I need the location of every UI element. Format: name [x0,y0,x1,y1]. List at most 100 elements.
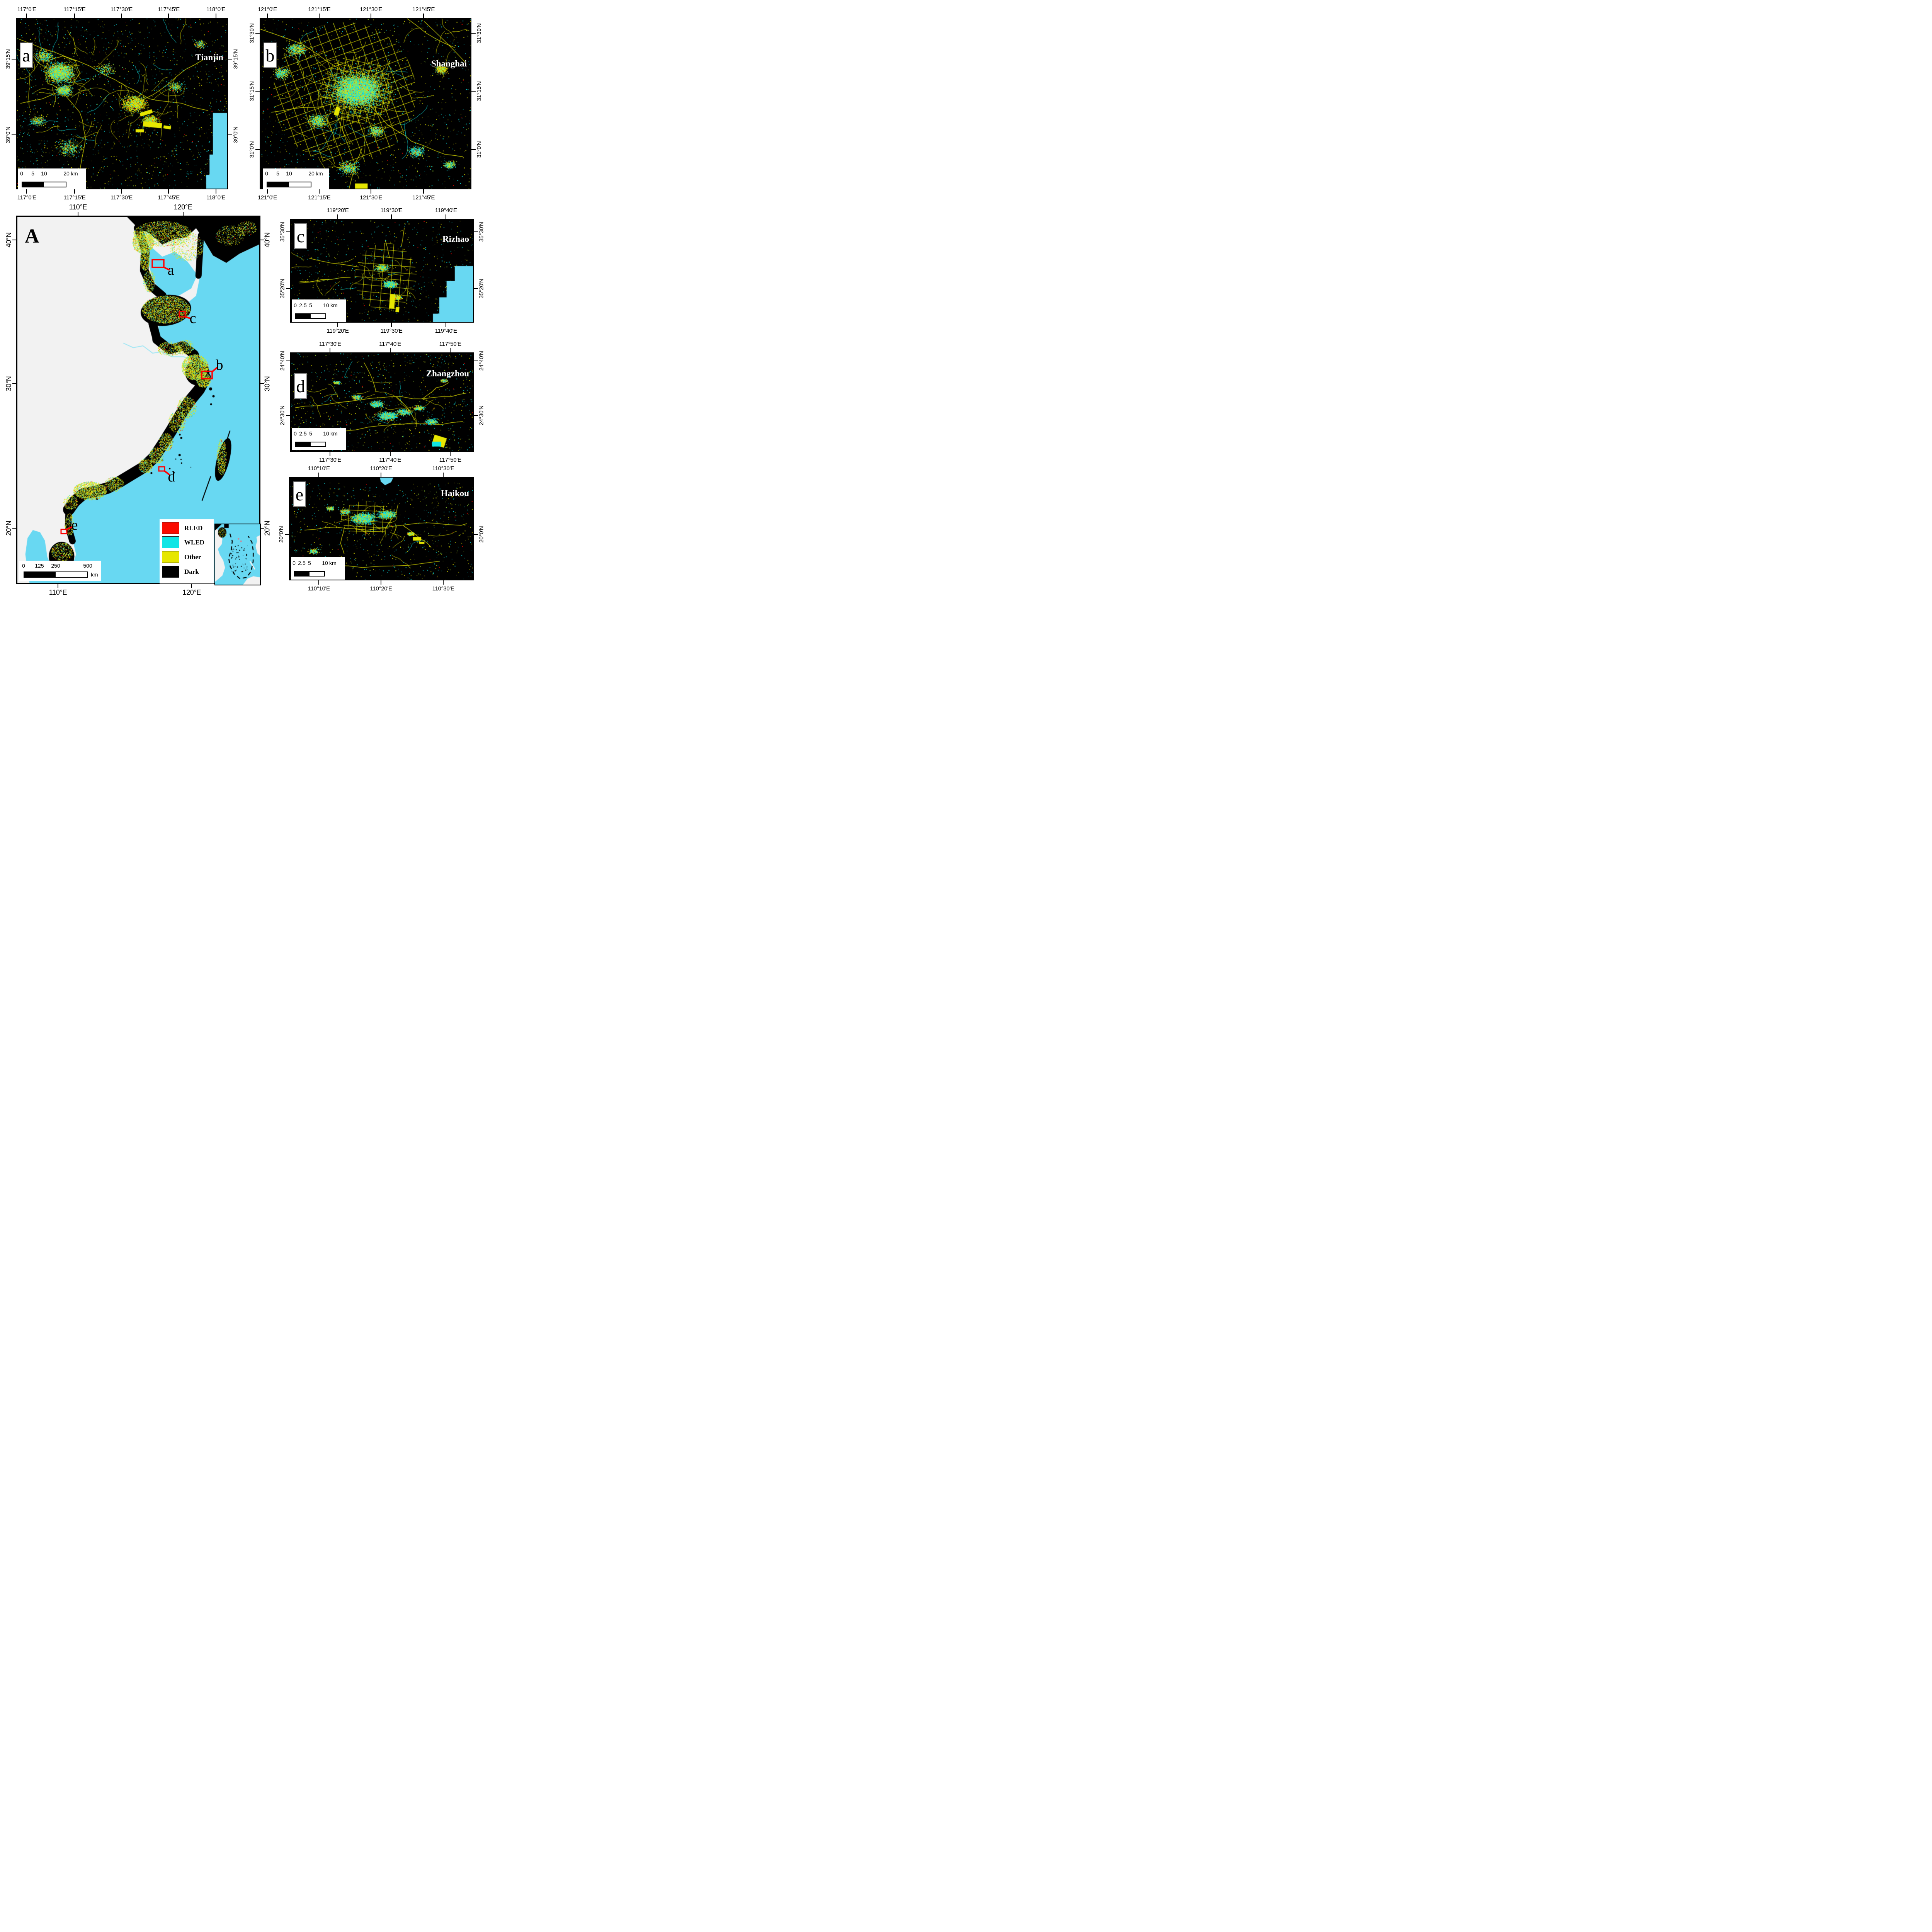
panel-title: Rizhao [442,234,469,244]
scale-label: 10 [286,170,292,177]
scale-bar: 0 5 10 20 km [263,168,329,189]
scale-bar-graphic [22,182,66,187]
scale-label: 5 [31,170,34,177]
marker-letter-b: b [216,357,223,373]
tick-mark [121,14,122,18]
tick-mark [168,14,169,18]
scale-unit: km [316,170,323,177]
tick-mark [255,32,260,34]
tick-mark [471,32,476,34]
tick-mark [389,348,391,352]
tick-mark [286,288,290,289]
tick-mark [474,288,478,289]
tick-mark [182,212,184,216]
legend-label: Other [184,553,201,561]
tick-label: 110°E [49,588,67,596]
panel-title: Zhangzhou [426,369,469,378]
scale-bar-graphic [295,442,326,447]
scale-bar-graphic [267,182,311,187]
tick-mark [391,323,392,327]
scale-label: 0 [22,563,25,569]
tick-mark [228,59,232,60]
shanghai-map-canvas [260,19,471,189]
tick-label: 117°0'E [17,6,36,13]
marker-letter-c: c [189,310,196,327]
scale-label: 10 [323,430,329,437]
scale-bar: 0 2.5 5 10 km [292,428,346,450]
tick-label: 121°15'E [308,6,331,13]
scale-label: 5 [309,430,312,437]
panel-letter-box: e [293,481,306,507]
legend-label: Dark [184,568,199,575]
tick-label: 120°E [173,203,192,211]
scale-label: 125 [35,563,44,569]
panel-title: Tianjin [195,53,223,62]
tick-label: 119°40'E [435,328,457,334]
legend-row: Dark [162,566,199,578]
tick-label: 24°30'N [279,405,286,425]
tick-label: 110°10'E [308,585,330,592]
tick-label: 31°15'N [248,81,255,101]
tick-label: 39°15'N [5,49,12,69]
tick-mark [26,189,27,194]
tick-label: 31°30'N [476,23,483,43]
legend: RLED WLED Other Dark [160,519,214,583]
tick-label: 20°0'N [278,526,285,543]
tick-label: 121°45'E [412,194,435,201]
tick-label: 110°20'E [370,585,392,592]
tick-mark [471,91,476,92]
scale-bar-graphic [294,571,325,577]
tick-mark [12,528,17,529]
tick-label: 30°N [5,376,13,391]
tick-label: 110°30'E [432,585,454,592]
main-map-canvas [17,217,259,583]
tick-label: 117°30'E [319,341,341,347]
legend-swatch-wled [162,536,179,548]
tick-label: 39°0'N [232,126,239,143]
tick-mark [12,134,16,136]
tick-label: 35°20'N [478,279,485,299]
tick-label: 121°15'E [308,194,331,201]
tianjin-map-canvas [17,19,227,189]
panel-zhangzhou: 117°30'E 117°40'E 117°50'E 117°30'E 117°40'… [279,341,485,463]
scale-unit: km [330,302,338,308]
panel-letter: b [265,45,275,65]
scale-label: 10 [41,170,47,177]
tick-label: 31°0'N [248,141,255,158]
tick-label: 24°40'N [279,351,286,371]
marker-letter-e: e [71,517,78,533]
inset-map-canvas [215,524,260,585]
tick-label: 31°0'N [476,141,483,158]
panel-haikou: 110°10'E 110°20'E 110°30'E 110°10'E 110°20'… [278,465,485,592]
tick-label: 117°15'E [63,194,86,201]
marker-letter-d: d [168,469,175,485]
tick-label: 121°45'E [412,6,435,13]
tick-label: 117°0'E [17,194,36,201]
tick-mark [474,415,478,416]
south-china-sea-inset [214,524,261,585]
panel-letter-box: a [20,43,33,68]
scale-bar: 0 2.5 5 10 km [292,299,346,322]
tick-label: 24°30'N [478,405,485,425]
panel-letter-box: c [294,223,307,249]
tick-mark [255,149,260,150]
main-map-letter: A [25,225,39,247]
tick-label: 20°0'N [478,526,485,543]
tick-label: 119°30'E [380,328,403,334]
tick-mark [450,452,451,456]
scale-label: 2.5 [298,560,306,566]
scale-label: 10 [323,302,329,308]
tick-label: 119°40'E [435,207,457,214]
tick-mark [121,189,122,194]
panel-shanghai: 121°0'E 121°15'E 121°30'E 121°45'E 121°0'E 1… [249,6,483,201]
tick-mark [260,383,264,384]
legend-label: RLED [184,524,203,532]
scale-unit: km [330,430,338,437]
scale-label: 0 [293,560,296,566]
tick-label: 39°0'N [5,126,12,143]
panel-letter: e [295,484,304,504]
tick-label: 117°50'E [439,341,461,347]
tick-mark [267,189,268,194]
tick-label: 35°30'N [478,222,485,242]
tick-mark [474,231,478,232]
